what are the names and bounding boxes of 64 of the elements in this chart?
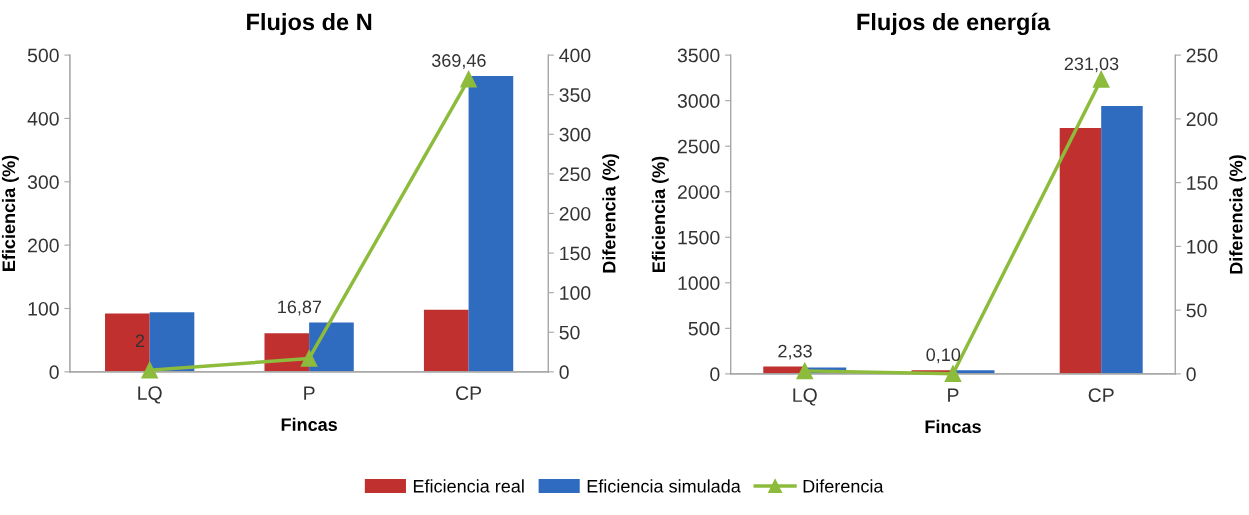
legend-label: Diferencia bbox=[803, 479, 884, 493]
data-label: 0,10 bbox=[926, 348, 961, 364]
y2-tick-label: 50 bbox=[1186, 303, 1207, 318]
bar bbox=[149, 312, 195, 372]
point bbox=[460, 70, 477, 88]
y-tick-label: 2000 bbox=[677, 185, 720, 199]
y-tick-label: 0 bbox=[49, 365, 59, 380]
y2-tick-label: 0 bbox=[1186, 367, 1196, 382]
x-tick-label: P bbox=[948, 388, 959, 402]
y2-tick-label: 50 bbox=[559, 325, 580, 340]
y2-tick-label: 100 bbox=[560, 286, 591, 300]
y-tick-label: 100 bbox=[28, 301, 59, 316]
x-axis-title: Fincas bbox=[925, 419, 981, 434]
y2-tick-label: 0 bbox=[559, 365, 569, 380]
x-tick-label: LQ bbox=[793, 388, 817, 406]
y2-tick-label: 250 bbox=[1186, 48, 1218, 63]
y2-tick-label: 400 bbox=[559, 48, 591, 63]
y2-tick-label: 150 bbox=[560, 246, 591, 261]
y-tick-label: 1000 bbox=[678, 276, 720, 291]
x-axis-title: Fincas bbox=[281, 417, 337, 431]
y-tick-label: 200 bbox=[28, 238, 59, 253]
y-axis-title: Eficiencia (%) bbox=[651, 156, 669, 272]
y2-tick-label: 100 bbox=[1187, 239, 1218, 254]
y-tick-label: 3500 bbox=[677, 48, 720, 63]
y2-tick-label: 150 bbox=[1187, 176, 1218, 190]
y-axis-title: Eficiencia (%) bbox=[1, 155, 19, 271]
x-tick-label: LQ bbox=[138, 386, 162, 404]
y-tick-label: 500 bbox=[27, 48, 59, 63]
y2-tick-label: 200 bbox=[1186, 112, 1218, 127]
y-tick-label: 400 bbox=[27, 111, 59, 126]
point bbox=[300, 350, 318, 367]
y2-tick-label: 250 bbox=[559, 167, 591, 182]
data-label: 16,87 bbox=[278, 300, 322, 316]
x-tick-label: P bbox=[304, 386, 315, 400]
x-tick-label: CP bbox=[456, 386, 482, 400]
y-tick-label: 0 bbox=[710, 367, 720, 382]
data-label: 2 bbox=[135, 334, 145, 348]
y2-tick-label: 300 bbox=[559, 127, 591, 142]
chart-title: Flujos de N bbox=[247, 12, 372, 35]
point bbox=[141, 361, 159, 379]
bar bbox=[468, 76, 514, 372]
y2-tick-label: 200 bbox=[559, 206, 591, 221]
data-label: 2,33 bbox=[778, 344, 812, 360]
y-tick-label: 2500 bbox=[677, 139, 720, 154]
y-tick-label: 3000 bbox=[677, 94, 720, 108]
legend-label: Eficiencia real bbox=[413, 479, 524, 493]
bar bbox=[105, 313, 150, 372]
y-tick-label: 500 bbox=[688, 321, 720, 336]
y2-tick-label: 350 bbox=[559, 88, 591, 102]
x-tick-label: CP bbox=[1088, 388, 1114, 403]
y2-axis-title: Diferencia (%) bbox=[1229, 155, 1247, 274]
y-tick-label: 300 bbox=[27, 175, 59, 190]
y-tick-label: 1500 bbox=[678, 230, 720, 245]
bar bbox=[1059, 127, 1102, 374]
bar bbox=[423, 309, 469, 372]
bar bbox=[309, 322, 354, 372]
legend-label: Eficiencia simulada bbox=[587, 479, 741, 493]
point bbox=[944, 365, 962, 383]
chart-title: Flujos de energía bbox=[857, 12, 1051, 36]
y2-axis-title: Diferencia (%) bbox=[602, 154, 620, 273]
bar bbox=[1101, 106, 1143, 374]
data-label: 231,03 bbox=[1064, 57, 1119, 73]
point bbox=[796, 362, 814, 380]
data-label: 369,46 bbox=[431, 54, 486, 70]
